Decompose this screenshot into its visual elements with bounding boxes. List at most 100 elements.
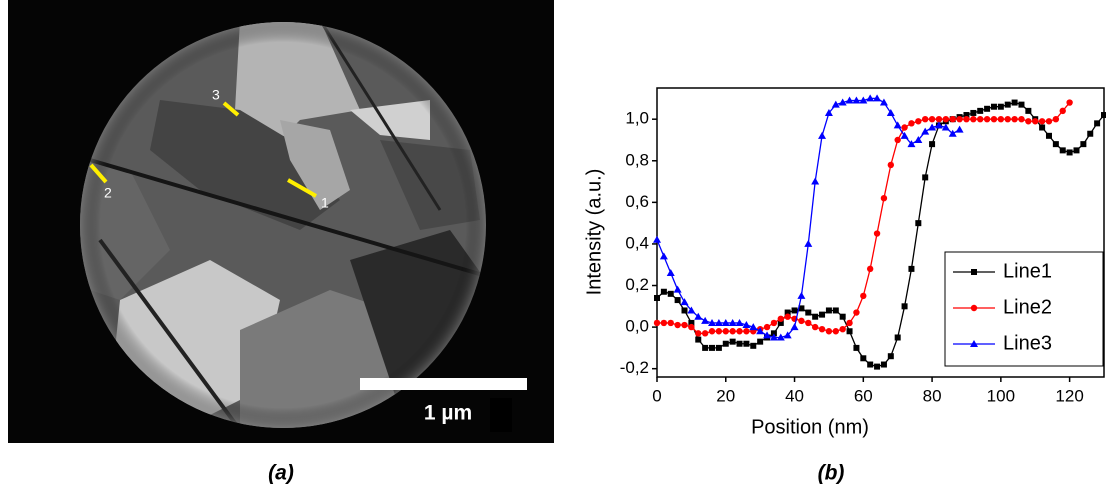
marker xyxy=(1101,112,1106,119)
marker xyxy=(1039,124,1046,131)
marker xyxy=(1059,147,1066,154)
marker xyxy=(941,123,950,131)
marker xyxy=(1004,101,1011,108)
marker xyxy=(928,123,937,131)
marker xyxy=(971,269,977,275)
marker xyxy=(894,334,901,341)
marker xyxy=(1094,120,1101,127)
marker xyxy=(714,318,723,326)
marker xyxy=(970,340,978,347)
marker xyxy=(873,230,881,237)
marker xyxy=(825,328,833,335)
marker xyxy=(728,318,737,326)
marker xyxy=(845,96,854,104)
marker xyxy=(722,328,729,335)
marker xyxy=(715,328,723,335)
marker xyxy=(990,115,998,123)
marker xyxy=(1066,149,1073,156)
marker xyxy=(756,327,765,335)
y-axis-label: Intensity (a.u.) xyxy=(583,169,605,296)
marker xyxy=(1018,115,1025,123)
marker xyxy=(701,316,710,324)
marker xyxy=(880,194,888,202)
x-tick-label: 60 xyxy=(854,386,873,405)
marker xyxy=(879,98,888,106)
marker xyxy=(660,288,667,295)
marker xyxy=(701,330,709,337)
marker xyxy=(935,115,943,123)
marker xyxy=(770,319,778,327)
marker xyxy=(818,131,827,139)
marker xyxy=(791,307,798,314)
marker xyxy=(915,118,922,125)
marker xyxy=(866,94,875,102)
marker xyxy=(846,328,853,335)
marker xyxy=(839,325,846,333)
marker xyxy=(1087,130,1094,137)
marker xyxy=(805,319,812,327)
marker xyxy=(860,355,867,362)
y-tick-label: 0,4 xyxy=(625,233,649,252)
marker xyxy=(673,285,682,293)
marker xyxy=(695,330,702,337)
marker xyxy=(1011,99,1018,106)
marker xyxy=(997,103,1004,110)
marker xyxy=(908,120,915,127)
marker xyxy=(934,121,943,129)
marker xyxy=(1045,118,1053,125)
marker xyxy=(763,323,771,331)
marker xyxy=(694,312,703,320)
marker xyxy=(777,315,784,322)
marker xyxy=(653,235,661,243)
marker xyxy=(887,353,894,360)
marker xyxy=(1052,115,1060,123)
marker xyxy=(860,292,867,300)
marker xyxy=(777,319,784,326)
marker xyxy=(695,336,702,343)
marker xyxy=(874,363,881,370)
marker xyxy=(887,161,895,169)
marker xyxy=(866,265,874,273)
marker xyxy=(1032,118,1039,125)
marker xyxy=(922,174,929,181)
marker xyxy=(688,319,695,326)
marker xyxy=(949,115,956,123)
scale-bar xyxy=(360,378,527,390)
marker xyxy=(977,107,984,114)
marker xyxy=(784,313,791,320)
marker xyxy=(846,319,853,327)
marker xyxy=(763,331,772,339)
marker xyxy=(743,328,750,335)
marker xyxy=(687,306,696,314)
marker xyxy=(838,98,847,106)
marker xyxy=(963,115,970,123)
scale-label: 1 µm xyxy=(424,402,472,425)
marker xyxy=(1080,141,1087,148)
micrograph: 1 2 3 1 µm xyxy=(8,0,554,443)
marker xyxy=(790,323,799,331)
marker xyxy=(736,340,743,347)
marker xyxy=(722,340,729,347)
plot-frame xyxy=(656,87,1105,378)
marker xyxy=(901,303,908,310)
marker xyxy=(852,96,861,104)
marker xyxy=(922,115,929,123)
marker xyxy=(798,305,805,312)
marker xyxy=(715,344,722,351)
marker xyxy=(893,121,902,129)
marker xyxy=(832,328,839,335)
marker xyxy=(674,321,681,329)
marker xyxy=(867,361,874,368)
y-tick-label: 0,8 xyxy=(625,150,649,169)
marker xyxy=(708,318,717,326)
marker xyxy=(667,290,674,297)
marker xyxy=(915,220,922,227)
series-line xyxy=(656,97,960,339)
marker xyxy=(688,323,695,331)
marker xyxy=(1073,147,1080,154)
marker xyxy=(666,269,675,277)
marker xyxy=(819,311,826,318)
marker xyxy=(859,96,868,104)
marker xyxy=(886,108,895,116)
